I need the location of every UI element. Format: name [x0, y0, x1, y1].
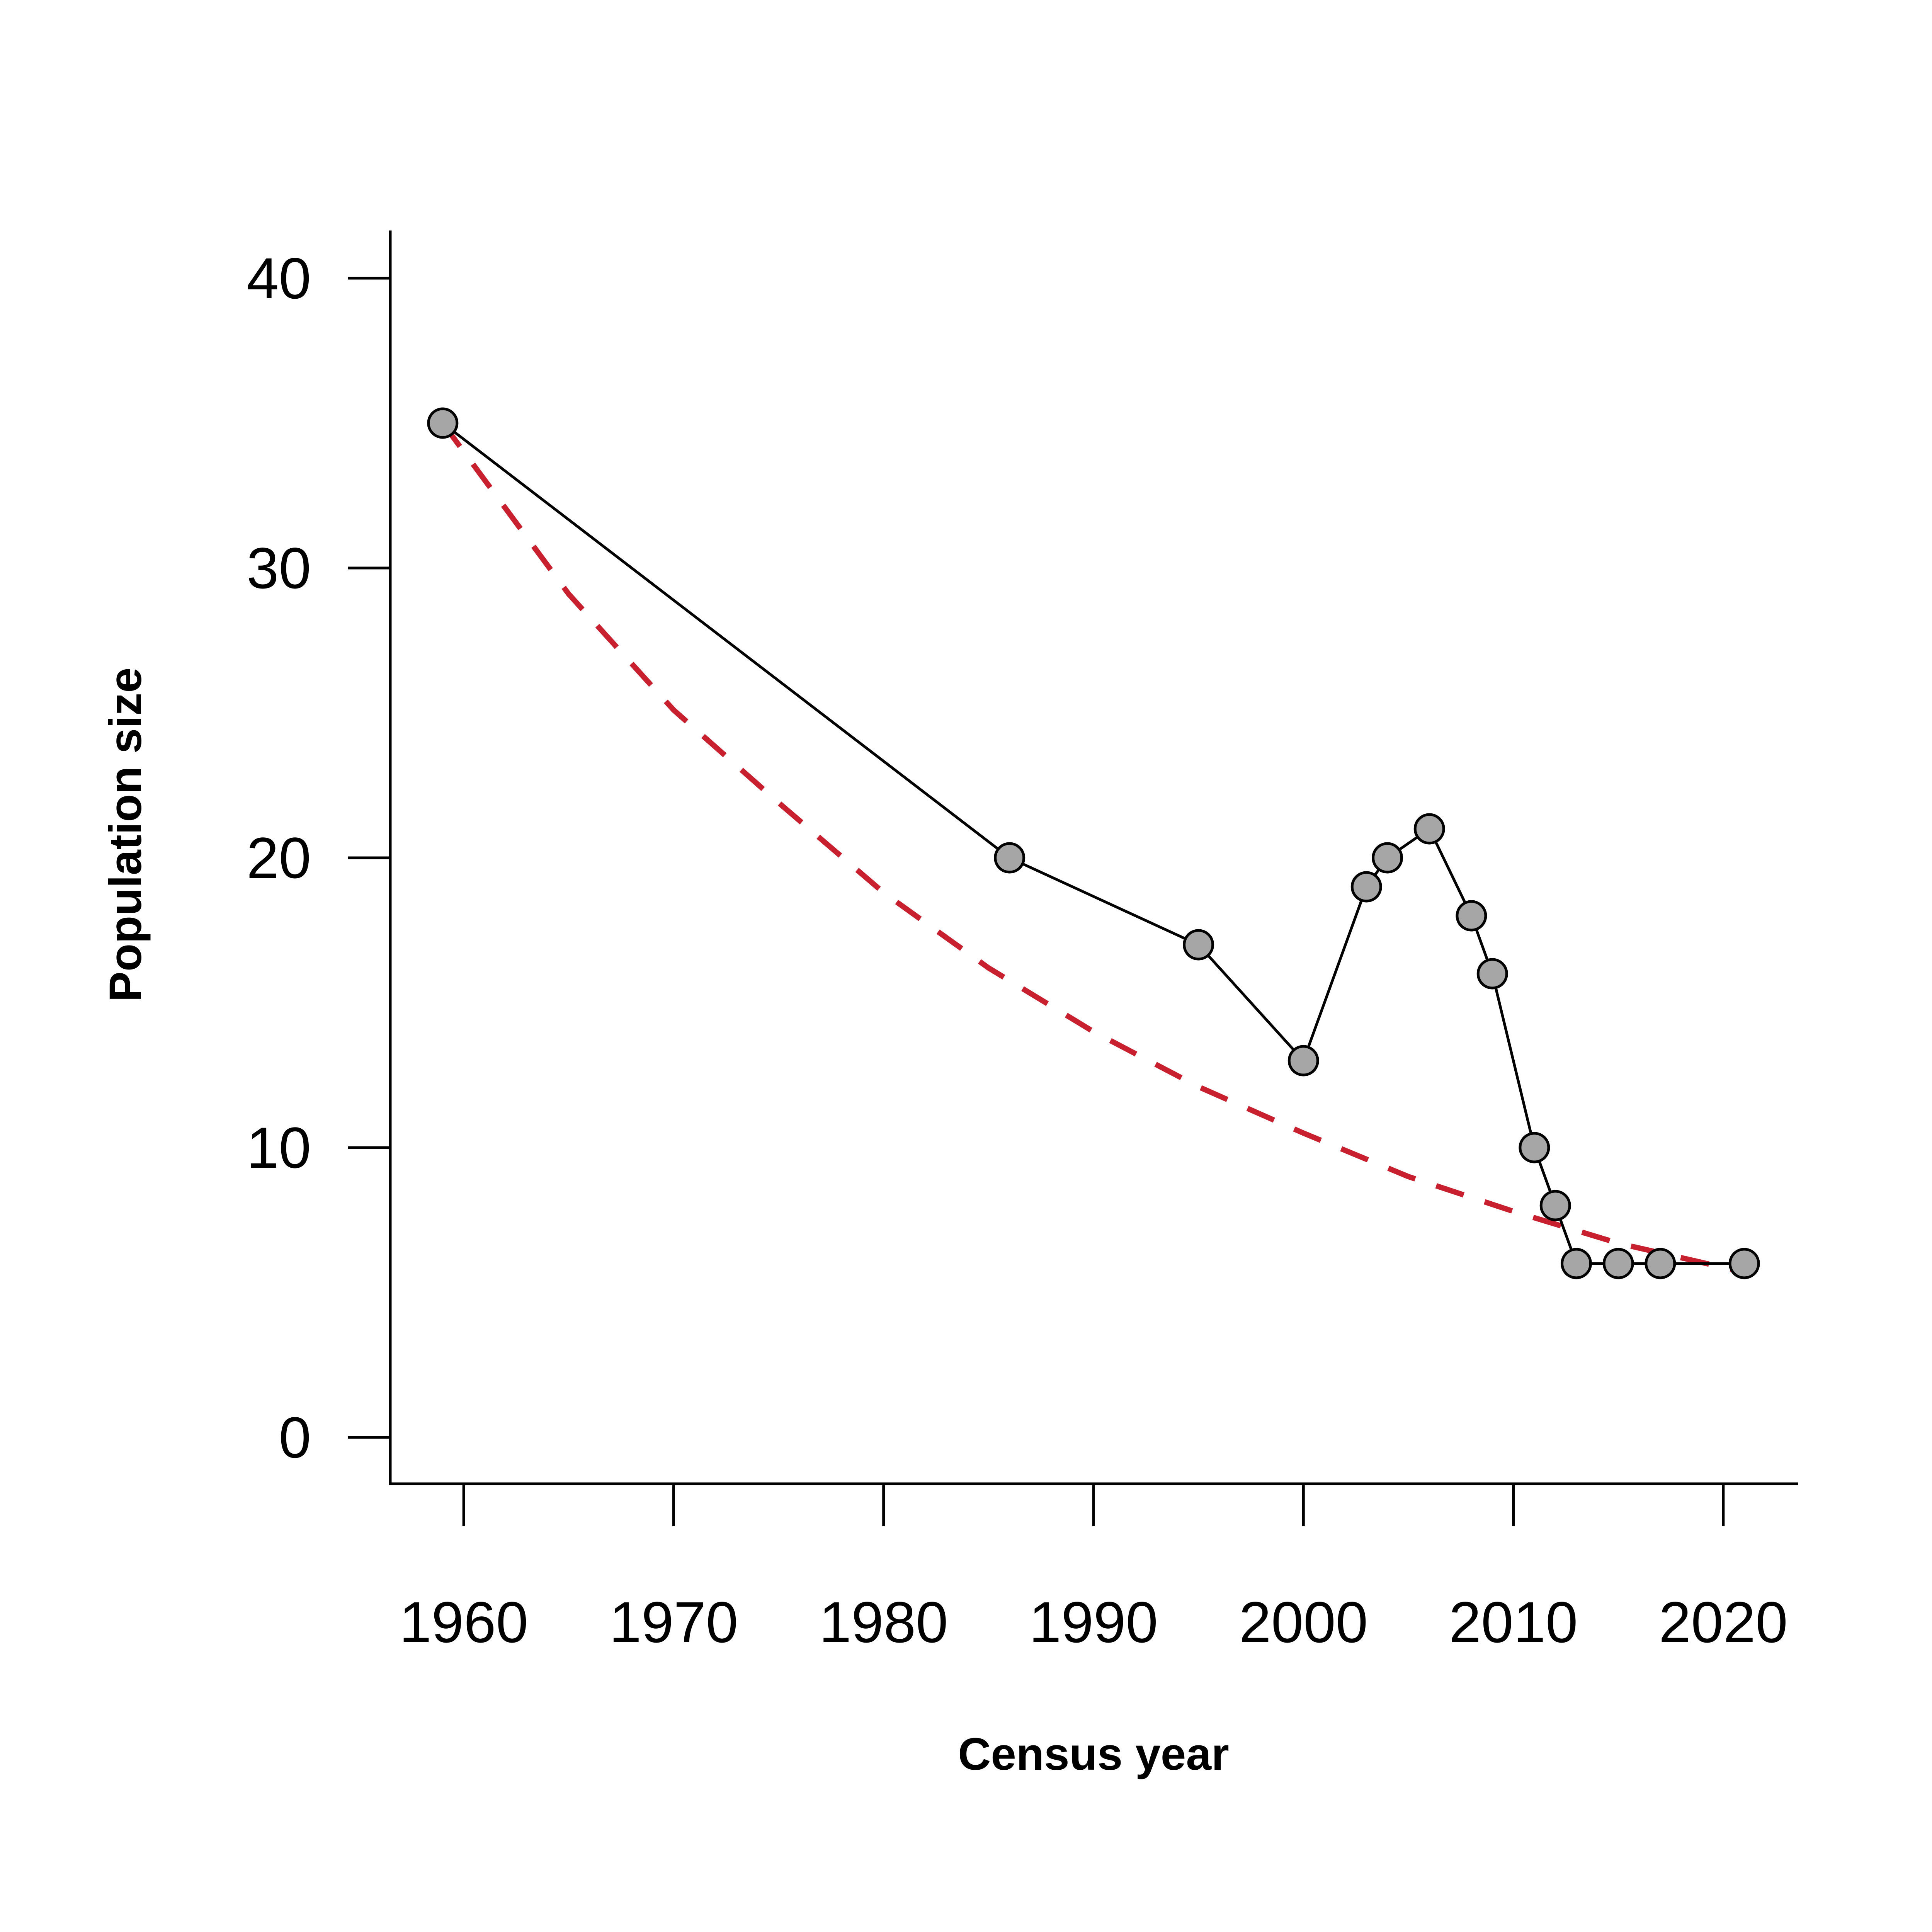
y-axis-title: Population size	[100, 667, 151, 1002]
data-point	[1350, 871, 1382, 903]
fitted-trend-line	[440, 421, 1745, 1275]
data-point	[1539, 1190, 1571, 1221]
x-tick-label: 1990	[1029, 1590, 1158, 1655]
data-point	[1602, 1248, 1634, 1279]
data-point	[1413, 813, 1445, 845]
data-point	[1645, 1248, 1676, 1279]
data-point	[1476, 958, 1508, 990]
data-point	[1728, 1248, 1760, 1279]
x-axis-ticks: 1960 1970 1980 1990 2000 2010 2020	[399, 1484, 1788, 1655]
data-point	[1561, 1248, 1592, 1279]
x-tick-label: 2010	[1449, 1590, 1578, 1655]
x-tick-label: 1970	[609, 1590, 738, 1655]
data-point	[994, 842, 1026, 874]
y-tick-label: 0	[279, 1405, 311, 1470]
x-tick-label: 1980	[819, 1590, 948, 1655]
y-tick-label: 40	[247, 246, 311, 311]
data-point	[1183, 929, 1214, 961]
plot-area	[427, 407, 1760, 1279]
data-point	[427, 407, 459, 439]
axes: 1960 1970 1980 1990 2000 2010 2020 0 10 20 30 40	[247, 230, 1798, 1655]
x-tick-label: 2020	[1659, 1590, 1788, 1655]
data-point	[1456, 900, 1487, 932]
x-tick-label: 1960	[399, 1590, 528, 1655]
y-tick-label: 20	[247, 825, 311, 890]
y-tick-label: 30	[247, 536, 311, 600]
observed-series-line	[442, 422, 1745, 1265]
y-tick-label: 10	[247, 1115, 311, 1180]
data-point	[1519, 1132, 1550, 1163]
x-axis-title: Census year	[958, 1729, 1229, 1780]
x-tick-label: 2000	[1239, 1590, 1368, 1655]
data-point	[1287, 1045, 1319, 1077]
data-point	[1372, 842, 1403, 874]
y-axis-ticks: 0 10 20 30 40	[247, 246, 390, 1470]
